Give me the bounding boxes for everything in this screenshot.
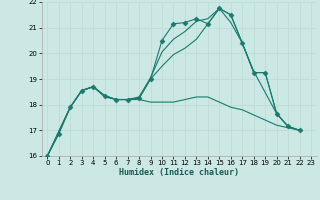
X-axis label: Humidex (Indice chaleur): Humidex (Indice chaleur) (119, 168, 239, 177)
